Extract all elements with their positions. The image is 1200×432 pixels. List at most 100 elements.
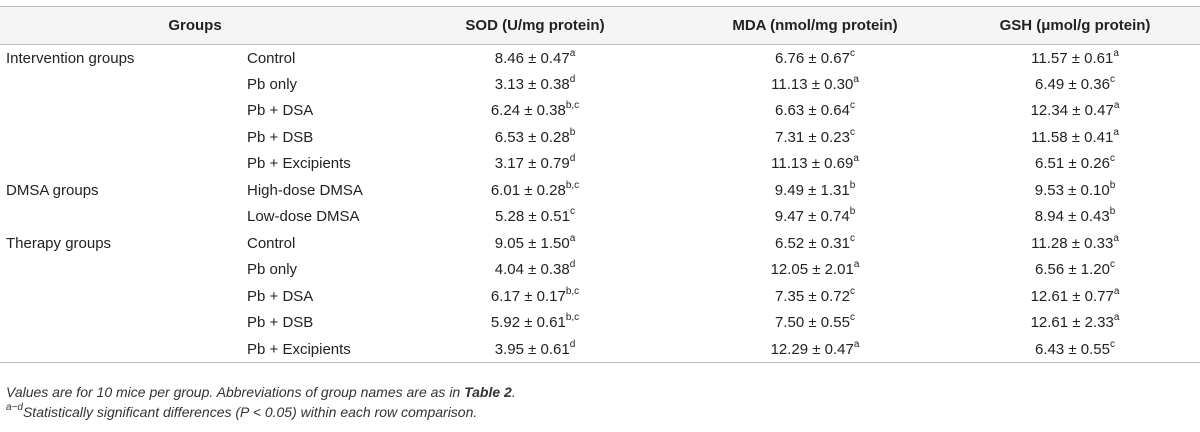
cell-mda-superscript: c bbox=[849, 312, 855, 324]
cell-sod: 8.46 ± 0.47a bbox=[390, 45, 680, 72]
row-subgroup: Pb + DSA bbox=[247, 102, 314, 120]
cell-mda: 6.63 ± 0.64c bbox=[680, 98, 950, 125]
header-gsh: GSH (μmol/g protein) bbox=[950, 6, 1200, 45]
cell-gsh-superscript: a bbox=[1113, 285, 1120, 297]
cell-mda-value: 12.05 ± 2.01 bbox=[770, 261, 854, 279]
cell-gsh-superscript: c bbox=[1109, 73, 1115, 85]
cell-gsh-value: 9.53 ± 0.10 bbox=[1034, 181, 1110, 199]
cell-mda-value: 11.13 ± 0.69 bbox=[771, 155, 854, 173]
footnote-2: a−dStatistically significant differences… bbox=[6, 402, 1194, 422]
cell-gsh-value: 12.34 ± 0.47 bbox=[1030, 102, 1114, 120]
cell-sod-value: 6.01 ± 0.28 bbox=[490, 181, 566, 199]
footnote-1-text: Values are for 10 mice per group. Abbrev… bbox=[6, 384, 465, 400]
cell-mda: 7.35 ± 0.72c bbox=[680, 283, 950, 310]
cell-sod-value: 5.92 ± 0.61 bbox=[490, 314, 566, 332]
cell-gsh: 11.57 ± 0.61a bbox=[950, 45, 1200, 72]
row-subgroup: Pb + Excipients bbox=[247, 155, 351, 173]
cell-sod: 4.04 ± 0.38d bbox=[390, 257, 680, 284]
cell-gsh-value: 11.28 ± 0.33 bbox=[1031, 234, 1114, 252]
table-row: Pb only 4.04 ± 0.38d 12.05 ± 2.01a 6.56 ± 1… bbox=[0, 257, 1200, 284]
cell-sod-superscript: b,c bbox=[565, 179, 580, 191]
cell-mda: 9.47 ± 0.74b bbox=[680, 204, 950, 231]
row-subgroup: Pb only bbox=[247, 75, 298, 93]
row-subgroup: Pb + Excipients bbox=[240, 336, 390, 363]
cell-sod: 5.92 ± 0.61b,c bbox=[390, 310, 680, 337]
header-groups: Groups bbox=[0, 6, 390, 45]
cell-mda-superscript: c bbox=[849, 232, 855, 244]
cell-sod-value: 6.17 ± 0.17 bbox=[490, 287, 566, 305]
row-subgroup: Pb + DSB bbox=[247, 314, 314, 332]
cell-sod-superscript: d bbox=[569, 338, 576, 350]
cell-sod-value: 4.04 ± 0.38 bbox=[494, 261, 570, 279]
cell-sod-superscript: d bbox=[569, 153, 576, 165]
cell-gsh-superscript: a bbox=[1113, 100, 1120, 112]
row-group: Therapy groups bbox=[6, 234, 112, 252]
footnote-table-ref: Table 2 bbox=[464, 384, 512, 400]
cell-mda-superscript: a bbox=[853, 153, 859, 165]
cell-sod: 6.24 ± 0.38b,c bbox=[390, 98, 680, 125]
cell-mda-value: 6.76 ± 0.67 bbox=[775, 49, 850, 67]
row-subgroup: Control bbox=[247, 49, 296, 67]
header-mda: MDA (nmol/mg protein) bbox=[680, 6, 950, 45]
table-row: Therapy groups Control 9.05 ± 1.50a 6.52 ± … bbox=[0, 230, 1200, 257]
cell-mda: 11.13 ± 0.69a bbox=[680, 151, 950, 178]
cell-sod-value: 5.28 ± 0.51 bbox=[495, 208, 570, 226]
cell-sod: 3.95 ± 0.61d bbox=[390, 336, 680, 363]
cell-sod: 5.28 ± 0.51c bbox=[390, 204, 680, 231]
cell-mda-superscript: c bbox=[849, 285, 855, 297]
row-group bbox=[0, 336, 240, 363]
cell-mda-value: 7.31 ± 0.23 bbox=[775, 128, 850, 146]
table-header-row: Groups SOD (U/mg protein) MDA (nmol/mg p… bbox=[0, 6, 1200, 45]
footnote-1: Values are for 10 mice per group. Abbrev… bbox=[6, 382, 1194, 402]
cell-gsh-superscript: c bbox=[1109, 338, 1115, 350]
cell-mda: 6.76 ± 0.67c bbox=[680, 45, 950, 72]
cell-sod-superscript: a bbox=[569, 47, 576, 59]
cell-mda: 12.05 ± 2.01a bbox=[680, 257, 950, 284]
cell-mda-value: 6.63 ± 0.64 bbox=[775, 102, 850, 120]
cell-sod-superscript: a bbox=[569, 232, 576, 244]
cell-sod-value: 3.95 ± 0.61 bbox=[494, 340, 570, 358]
cell-mda-value: 12.29 ± 0.47 bbox=[770, 340, 854, 358]
cell-mda-superscript: a bbox=[853, 338, 860, 350]
cell-mda: 6.52 ± 0.31c bbox=[680, 230, 950, 257]
cell-gsh: 12.34 ± 0.47a bbox=[950, 98, 1200, 125]
row-subgroup: High-dose DMSA bbox=[247, 181, 363, 199]
cell-mda-superscript: a bbox=[853, 259, 860, 271]
table-row: Pb + Excipients 3.17 ± 0.79d 11.13 ± 0.69a… bbox=[0, 151, 1200, 178]
cell-gsh-value: 6.56 ± 1.20 bbox=[1035, 261, 1110, 279]
row-group bbox=[0, 204, 240, 231]
cell-mda-superscript: b bbox=[849, 206, 856, 218]
cell-sod-superscript: b,c bbox=[565, 100, 580, 112]
cell-gsh-superscript: a bbox=[1113, 232, 1119, 244]
cell-sod-superscript: b,c bbox=[565, 312, 580, 324]
cell-gsh: 11.58 ± 0.41a bbox=[950, 124, 1200, 151]
row-group bbox=[0, 124, 240, 151]
cell-gsh: 12.61 ± 0.77a bbox=[950, 283, 1200, 310]
table-row: DMSA groups High-dose DMSA 6.01 ± 0.28b,c 9… bbox=[0, 177, 1200, 204]
cell-mda: 7.31 ± 0.23c bbox=[680, 124, 950, 151]
table-row: Pb + Excipients 3.95 ± 0.61d 12.29 ± 0.47a… bbox=[0, 336, 1200, 363]
cell-mda-value: 7.50 ± 0.55 bbox=[775, 314, 850, 332]
cell-mda: 12.29 ± 0.47a bbox=[680, 336, 950, 363]
cell-sod-superscript: b bbox=[569, 126, 576, 138]
cell-sod: 3.17 ± 0.79d bbox=[390, 151, 680, 178]
cell-sod-superscript: c bbox=[569, 206, 575, 218]
cell-gsh-value: 6.49 ± 0.36 bbox=[1035, 75, 1110, 93]
cell-sod-value: 6.53 ± 0.28 bbox=[494, 128, 570, 146]
cell-gsh-value: 11.57 ± 0.61 bbox=[1031, 49, 1114, 67]
cell-mda-value: 6.52 ± 0.31 bbox=[775, 234, 850, 252]
cell-gsh-value: 6.51 ± 0.26 bbox=[1035, 155, 1110, 173]
header-sod: SOD (U/mg protein) bbox=[390, 6, 680, 45]
cell-gsh: 6.56 ± 1.20c bbox=[950, 257, 1200, 284]
cell-gsh-value: 12.61 ± 2.33 bbox=[1030, 314, 1114, 332]
table-row: Intervention groups Control 8.46 ± 0.47a 6.… bbox=[0, 45, 1200, 72]
results-table: Groups SOD (U/mg protein) MDA (nmol/mg p… bbox=[0, 6, 1200, 363]
cell-sod-value: 6.24 ± 0.38 bbox=[490, 102, 566, 120]
cell-sod-value: 3.13 ± 0.38 bbox=[494, 75, 570, 93]
cell-gsh-value: 6.43 ± 0.55 bbox=[1035, 340, 1110, 358]
row-subgroup: Pb only bbox=[247, 261, 298, 279]
footnote-1-end: . bbox=[511, 384, 516, 400]
cell-gsh: 9.53 ± 0.10b bbox=[950, 177, 1200, 204]
table-row: Pb + DSA 6.24 ± 0.38b,c 6.63 ± 0.64c 12.34 … bbox=[0, 98, 1200, 125]
